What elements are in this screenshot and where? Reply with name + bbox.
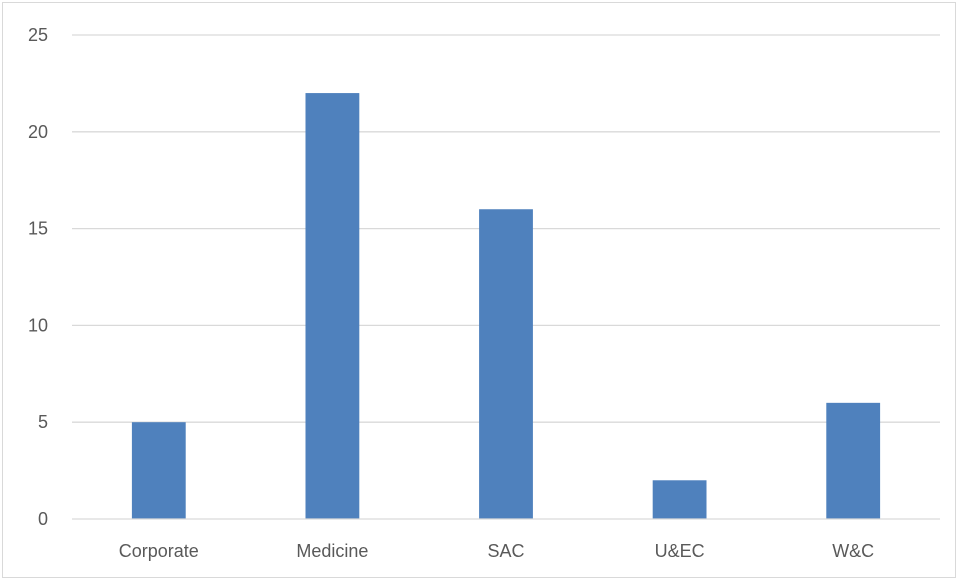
x-axis-tick-labels: Corporate Medicine SAC U&EC W&C <box>119 541 874 561</box>
y-axis-tick-labels: 0 5 10 15 20 25 <box>28 25 48 529</box>
y-tick-label: 25 <box>28 25 48 45</box>
y-tick-label: 15 <box>28 219 48 239</box>
bar-corporate <box>131 422 186 519</box>
x-tick-label: W&C <box>832 541 874 561</box>
bars <box>131 93 881 520</box>
y-tick-label: 10 <box>28 315 48 335</box>
y-tick-label: 0 <box>38 509 48 529</box>
x-tick-label: Corporate <box>119 541 199 561</box>
bar-u-ec <box>652 480 707 519</box>
y-tick-label: 20 <box>28 122 48 142</box>
bar-w-c <box>826 402 881 519</box>
bar-sac <box>479 209 533 520</box>
y-tick-label: 5 <box>38 412 48 432</box>
bar-medicine <box>305 93 360 519</box>
x-tick-label: SAC <box>487 541 524 561</box>
x-tick-label: U&EC <box>655 541 705 561</box>
x-tick-label: Medicine <box>296 541 368 561</box>
